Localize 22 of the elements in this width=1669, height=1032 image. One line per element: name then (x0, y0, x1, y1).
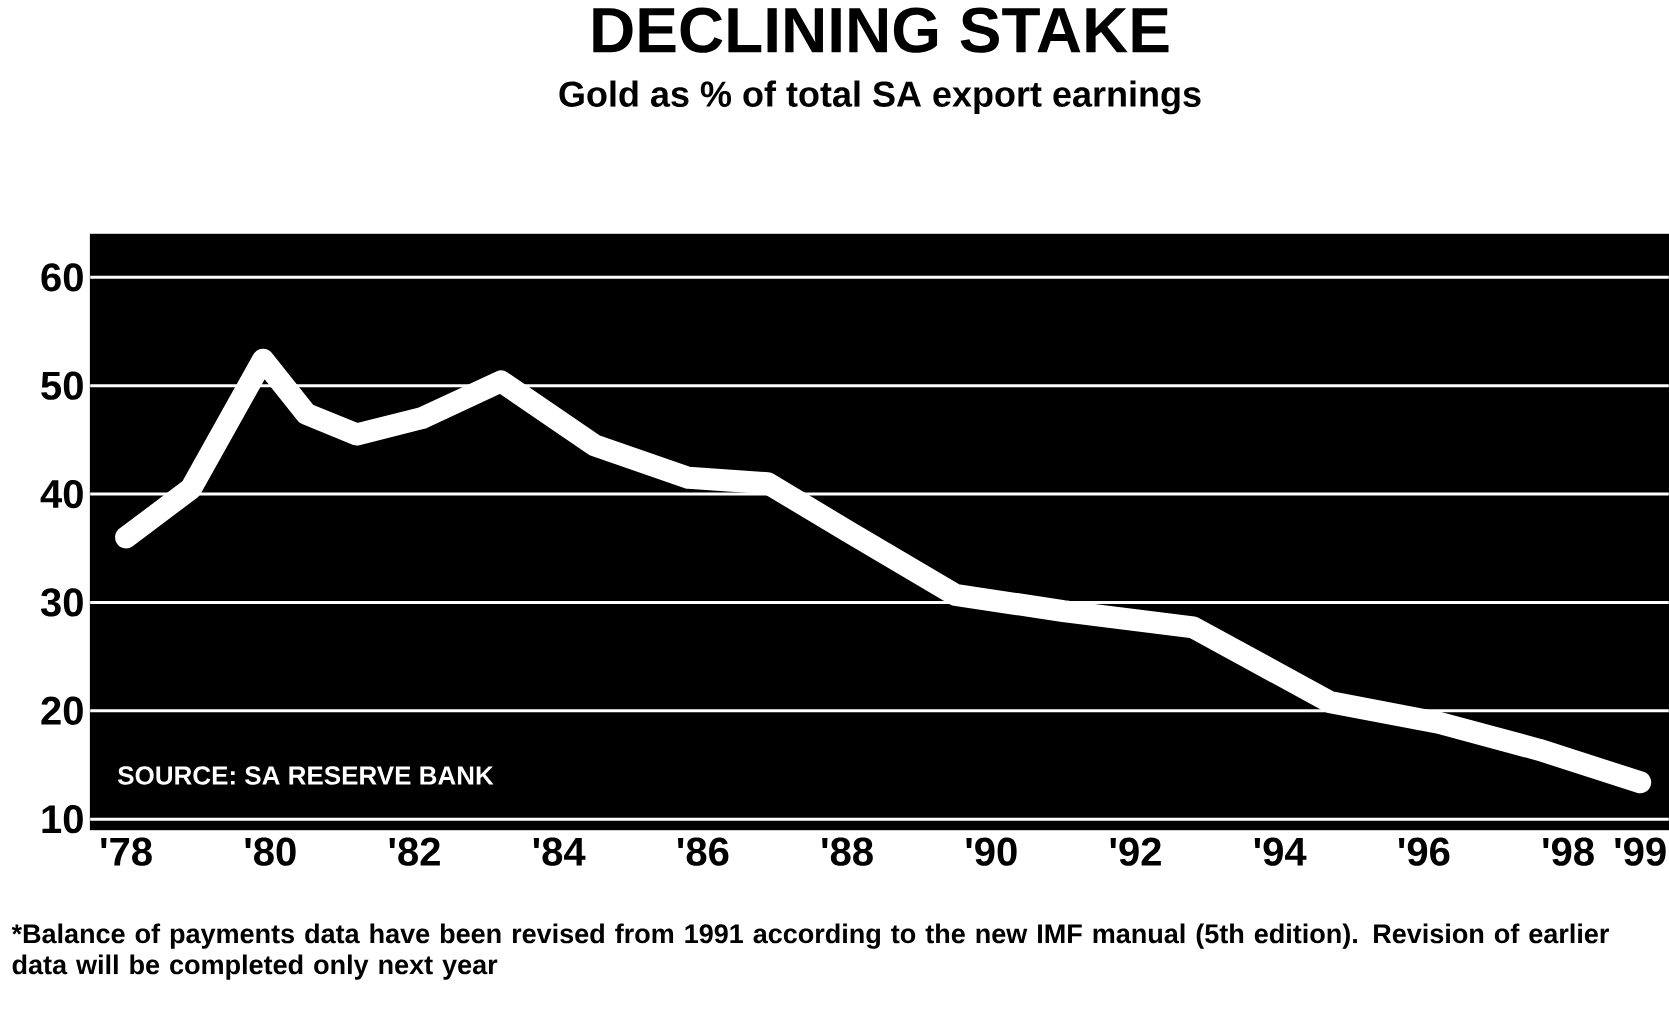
chart-title: DECLINING STAKE (593, 7, 1169, 53)
x-tick-label: '86 (677, 837, 729, 866)
x-tick-label: '88 (822, 837, 873, 866)
y-tick-label: 10 (42, 804, 83, 834)
x-tick-label: '99 (1615, 837, 1666, 866)
text: *Balance of payments data have been revised from 1991 according to the new IMF manual (5th edition). Revision of earlier data will be completed only next year (11, 923, 1609, 980)
x-tick-label: '94 (1254, 837, 1307, 866)
x-tick-label: '84 (533, 837, 586, 866)
x-tick-label: '90 (966, 837, 1017, 866)
x-tick-label: '82 (389, 837, 440, 866)
y-tick-label: 30 (40, 588, 83, 617)
chart-subtitle: Gold as % of total SA export earnings (559, 80, 1201, 115)
x-tick-label: '98 (1543, 837, 1594, 866)
y-tick-label: 20 (41, 696, 83, 725)
x-tick-label: '92 (1110, 837, 1161, 866)
y-tick-label: 50 (41, 371, 83, 400)
annotation: SOURCE: SA RESERVE BANK (117, 766, 494, 785)
x-tick-label: '78 (101, 837, 152, 866)
y-tick-label: 40 (40, 479, 83, 509)
x-tick-label: '80 (245, 837, 296, 866)
x-tick-label: '96 (1398, 837, 1450, 866)
y-tick-label: 60 (41, 263, 83, 292)
